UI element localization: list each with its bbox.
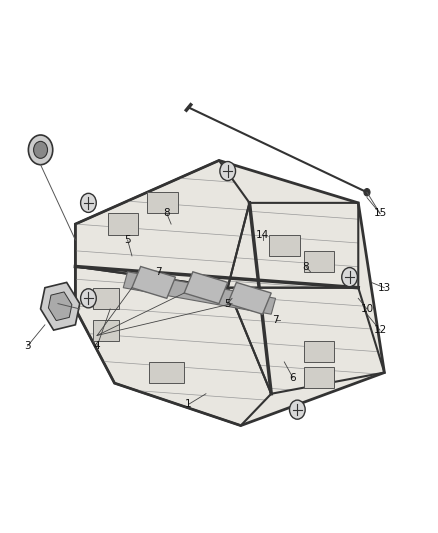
Text: 12: 12 bbox=[374, 325, 387, 335]
Text: 4: 4 bbox=[94, 341, 100, 351]
Polygon shape bbox=[184, 272, 228, 304]
Text: 3: 3 bbox=[24, 341, 31, 351]
Text: 1: 1 bbox=[185, 399, 192, 409]
Circle shape bbox=[81, 289, 96, 308]
FancyBboxPatch shape bbox=[93, 288, 119, 309]
Polygon shape bbox=[48, 292, 72, 320]
Text: 7: 7 bbox=[272, 314, 279, 325]
FancyBboxPatch shape bbox=[304, 341, 334, 362]
Polygon shape bbox=[132, 266, 176, 298]
Polygon shape bbox=[75, 160, 385, 425]
Text: 8: 8 bbox=[163, 208, 170, 219]
Circle shape bbox=[81, 193, 96, 213]
Text: 13: 13 bbox=[378, 282, 391, 293]
Circle shape bbox=[290, 400, 305, 419]
FancyBboxPatch shape bbox=[93, 319, 119, 341]
Circle shape bbox=[364, 189, 370, 196]
FancyBboxPatch shape bbox=[304, 251, 334, 272]
Text: 10: 10 bbox=[360, 304, 374, 314]
FancyBboxPatch shape bbox=[149, 362, 184, 383]
Polygon shape bbox=[123, 272, 276, 314]
Text: 8: 8 bbox=[303, 262, 309, 271]
Circle shape bbox=[220, 161, 236, 181]
Circle shape bbox=[342, 268, 357, 287]
Text: 15: 15 bbox=[374, 208, 387, 219]
FancyBboxPatch shape bbox=[147, 192, 178, 214]
Text: 5: 5 bbox=[224, 298, 231, 309]
FancyBboxPatch shape bbox=[108, 214, 138, 235]
Circle shape bbox=[28, 135, 53, 165]
Text: 7: 7 bbox=[155, 267, 161, 277]
FancyBboxPatch shape bbox=[269, 235, 300, 256]
FancyBboxPatch shape bbox=[304, 367, 334, 389]
Circle shape bbox=[34, 141, 47, 158]
Polygon shape bbox=[41, 282, 80, 330]
Text: 5: 5 bbox=[124, 235, 131, 245]
Text: 6: 6 bbox=[290, 373, 296, 383]
Text: 14: 14 bbox=[256, 230, 269, 240]
Polygon shape bbox=[228, 282, 271, 314]
